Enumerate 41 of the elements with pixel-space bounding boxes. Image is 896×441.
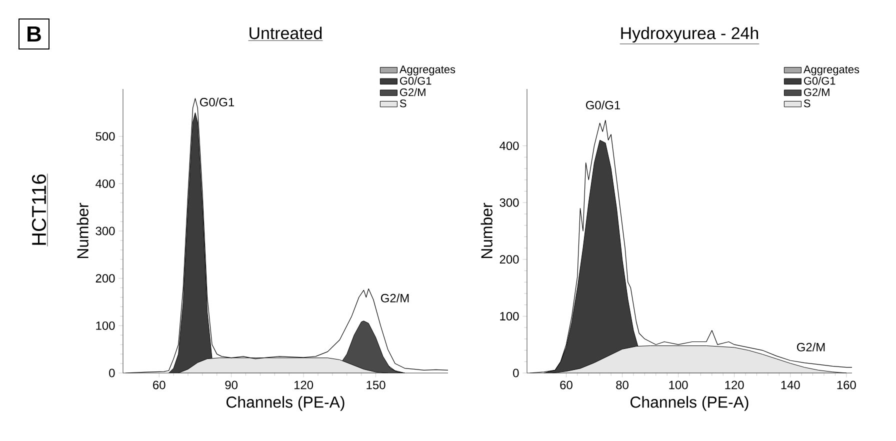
y-tick-label: 200	[500, 255, 519, 264]
y-tick-label: 300	[96, 226, 115, 236]
x-tick-label: 120	[725, 380, 744, 390]
text: B	[28, 26, 41, 42]
x-tick-label: 60	[560, 380, 572, 390]
text: HCT116	[32, 174, 46, 245]
y-tick-label: 300	[500, 198, 519, 207]
x-tick-label: 80	[616, 380, 628, 390]
y-tick-label: 200	[96, 274, 115, 283]
legend-label: Aggregates	[399, 66, 456, 76]
annotation: G0/G1	[200, 98, 234, 106]
y-tick-label: 0	[109, 368, 115, 378]
y-axis-title: Number	[480, 202, 492, 258]
y-tick-label: 100	[500, 312, 519, 320]
x-axis-title: Channels (PE-A)	[630, 396, 748, 411]
legend-label: G2/M	[804, 88, 830, 96]
y-tick-label: 400	[500, 142, 519, 150]
legend-label: S	[804, 100, 810, 108]
x-tick-label: 60	[153, 380, 166, 390]
annotation: G2/M	[380, 294, 409, 302]
y-tick-label: 0	[513, 368, 519, 378]
x-tick-label: 120	[294, 380, 314, 390]
legend-label: S	[400, 100, 406, 108]
legend-label: G2/M	[400, 88, 426, 96]
y-tick-label: 500	[96, 132, 115, 141]
y-axis-title: Number	[76, 202, 88, 258]
legend-label: Aggregates	[803, 66, 860, 76]
annotation: G2/M	[796, 342, 825, 352]
x-axis-title: Channels (PE-A)	[226, 396, 344, 411]
x-tick-label: 100	[669, 380, 688, 390]
chart-title: Hydroxyurea - 24h	[621, 26, 758, 43]
annotation: G0/G1	[586, 100, 620, 110]
legend-label: G0/G1	[400, 76, 432, 85]
x-tick-label: 140	[781, 380, 800, 390]
legend-label: G0/G1	[804, 76, 836, 85]
y-tick-label: 400	[96, 179, 115, 188]
x-tick-label: 160	[837, 380, 856, 390]
y-tick-label: 100	[96, 321, 115, 330]
x-tick-label: 90	[225, 380, 238, 390]
chart-title: Untreated	[250, 26, 322, 40]
x-tick-label: 150	[366, 380, 386, 390]
